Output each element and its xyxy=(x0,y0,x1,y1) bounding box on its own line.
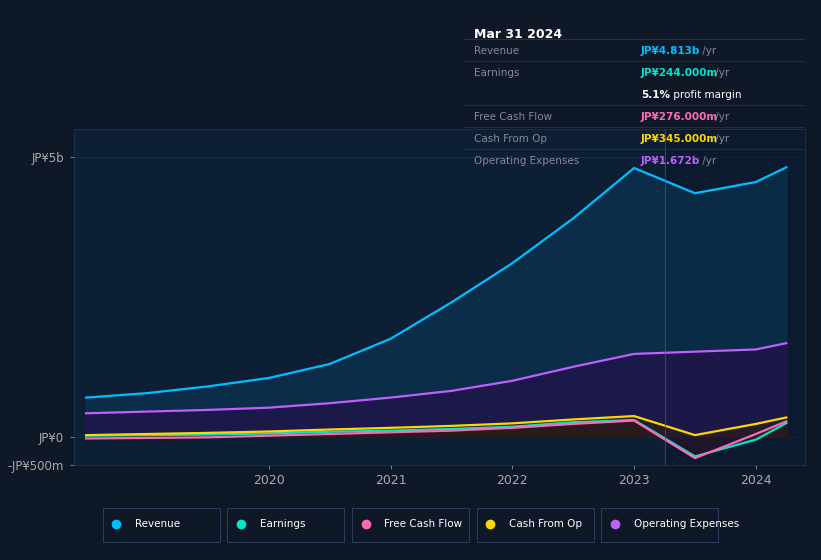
Text: Operating Expenses: Operating Expenses xyxy=(474,156,580,166)
Text: Earnings: Earnings xyxy=(259,519,305,529)
Text: JP¥244.000m: JP¥244.000m xyxy=(641,68,718,78)
Text: Earnings: Earnings xyxy=(474,68,520,78)
Text: JP¥276.000m: JP¥276.000m xyxy=(641,112,718,122)
Text: JP¥4.813b: JP¥4.813b xyxy=(641,46,700,56)
Bar xyxy=(664,129,821,465)
Text: /yr: /yr xyxy=(699,156,717,166)
Text: /yr: /yr xyxy=(713,68,730,78)
Text: profit margin: profit margin xyxy=(670,90,741,100)
Text: JP¥1.672b: JP¥1.672b xyxy=(641,156,700,166)
Text: Cash From Op: Cash From Op xyxy=(509,519,582,529)
Text: Free Cash Flow: Free Cash Flow xyxy=(474,112,553,122)
Text: /yr: /yr xyxy=(699,46,717,56)
FancyBboxPatch shape xyxy=(352,508,469,542)
Text: Mar 31 2024: Mar 31 2024 xyxy=(474,27,562,40)
Text: /yr: /yr xyxy=(713,112,730,122)
FancyBboxPatch shape xyxy=(601,508,718,542)
Text: Cash From Op: Cash From Op xyxy=(474,134,547,144)
Text: Revenue: Revenue xyxy=(474,46,519,56)
Text: JP¥345.000m: JP¥345.000m xyxy=(641,134,718,144)
Text: 5.1%: 5.1% xyxy=(641,90,670,100)
FancyBboxPatch shape xyxy=(103,508,220,542)
FancyBboxPatch shape xyxy=(476,508,594,542)
FancyBboxPatch shape xyxy=(227,508,345,542)
Text: Operating Expenses: Operating Expenses xyxy=(634,519,739,529)
Text: /yr: /yr xyxy=(713,134,730,144)
Text: Revenue: Revenue xyxy=(135,519,181,529)
Text: Free Cash Flow: Free Cash Flow xyxy=(384,519,462,529)
